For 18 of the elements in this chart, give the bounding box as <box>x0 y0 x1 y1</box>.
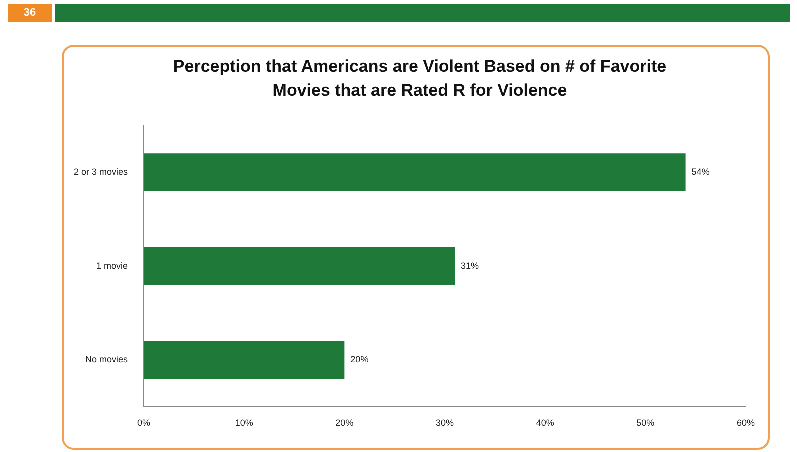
y-tick-label: 1 movie <box>96 260 128 271</box>
x-tick-label: 50% <box>636 418 655 428</box>
x-tick-label: 60% <box>736 418 756 428</box>
x-tick-label: 10% <box>235 418 254 428</box>
bar <box>144 248 456 286</box>
bar <box>144 154 686 192</box>
x-tick-label: 40% <box>536 418 554 428</box>
text: 36 <box>8 4 52 22</box>
x-tick-label: 0% <box>138 418 151 428</box>
x-tick-label: 20% <box>336 418 354 428</box>
y-tick-label: 2 or 3 movies <box>74 166 129 177</box>
data-label: 20% <box>350 354 369 365</box>
data-label: 31% <box>461 260 480 271</box>
x-tick-label: 30% <box>436 418 454 428</box>
bar <box>144 341 345 380</box>
data-label: 54% <box>692 166 710 177</box>
y-tick-label: No movies <box>86 354 129 365</box>
chart-title: Perception that Americans are Violent Based on # of Favorite Movies that are Rated R for Violence <box>172 56 668 102</box>
